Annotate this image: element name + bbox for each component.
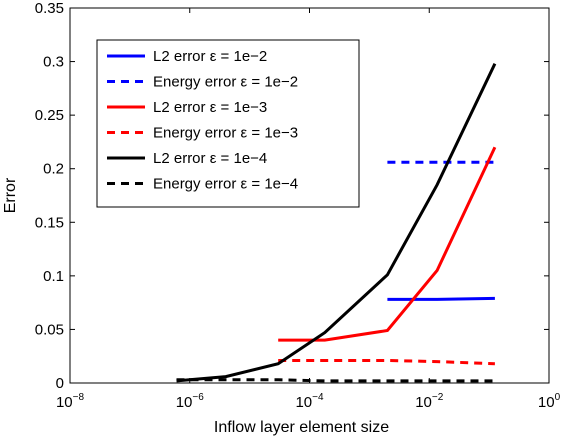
- x-axis-label: Inflow layer element size: [214, 419, 389, 436]
- x-tick-base: 10: [415, 394, 432, 411]
- series-line-5: [176, 63, 497, 383]
- y-axis-label: Error: [2, 177, 19, 213]
- legend-box: [96, 39, 360, 208]
- x-tick-exponent: −8: [73, 392, 85, 403]
- x-tick-label: 10−6: [176, 392, 205, 411]
- y-tick-label: 0.25: [35, 107, 64, 124]
- legend-label-3: L2 error ε = 1e−3: [153, 99, 267, 116]
- x-tick-exponent: 0: [555, 392, 561, 403]
- legend: L2 error ε = 1e−2 Energy error ε = 1e−2 L2…: [96, 39, 360, 208]
- y-tick-label: 0.05: [35, 321, 64, 338]
- x-tick-base: 10: [538, 394, 555, 411]
- y-tick-label: 0.1: [43, 268, 64, 285]
- legend-label-1: L2 error ε = 1e−2: [153, 48, 267, 65]
- series-line-3: [278, 146, 497, 342]
- legend-label-2: Energy error ε = 1e−2: [153, 74, 298, 91]
- x-tick-exponent: −2: [432, 392, 444, 403]
- y-tick-label: 0.2: [43, 161, 64, 178]
- x-tick-label: 10−8: [56, 392, 85, 411]
- y-tick-label: 0.15: [35, 214, 64, 231]
- legend-label-5: L2 error ε = 1e−4: [153, 150, 267, 167]
- y-tick-label: 0.35: [35, 0, 64, 17]
- series-line-4: [278, 359, 495, 366]
- x-tick-label: 100: [538, 392, 561, 411]
- series-layer: [176, 63, 497, 383]
- y-tick-label: 0: [56, 375, 64, 392]
- x-tick-label: 10−2: [415, 392, 444, 411]
- x-tick-exponent: −6: [192, 392, 204, 403]
- legend-entries: L2 error ε = 1e−2 Energy error ε = 1e−2 L2…: [107, 48, 298, 193]
- x-tick-exponent: −4: [312, 392, 324, 403]
- legend-label-4: Energy error ε = 1e−3: [153, 125, 298, 142]
- y-tick-label: 0.3: [43, 54, 64, 71]
- x-tick-label: 10−4: [295, 392, 324, 411]
- x-tick-base: 10: [56, 394, 73, 411]
- series-line-1: [387, 296, 495, 301]
- x-tick-base: 10: [295, 394, 312, 411]
- x-tick-base: 10: [176, 394, 193, 411]
- series-line-6: [176, 378, 495, 383]
- legend-label-6: Energy error ε = 1e−4: [153, 176, 298, 193]
